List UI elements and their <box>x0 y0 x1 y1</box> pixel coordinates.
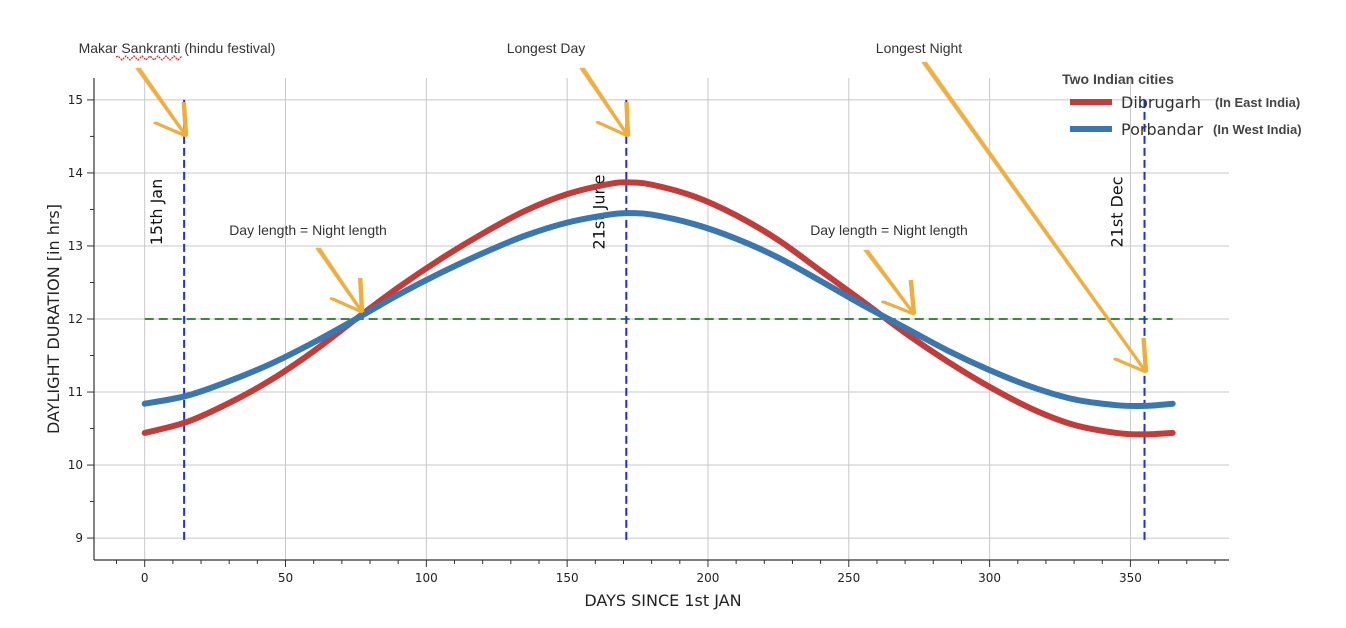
x-tick-label: 150 <box>556 571 579 585</box>
x-tick-label: 0 <box>141 571 149 585</box>
x-tick-label: 350 <box>1119 571 1142 585</box>
arrow-head <box>597 120 630 138</box>
arrow-head <box>1143 338 1149 373</box>
arrow-icon <box>921 61 1149 374</box>
arrow-head <box>183 101 189 137</box>
arrow-icon <box>135 67 189 138</box>
annotation-label: Makar Sankranti (hindu festival) <box>79 40 276 56</box>
y-tick-label: 13 <box>68 239 83 253</box>
y-tick-label: 12 <box>68 312 83 326</box>
y-tick-label: 15 <box>68 93 83 107</box>
legend-title: Two Indian cities <box>1062 71 1174 87</box>
x-axis-title: DAYS SINCE 1st JAN <box>584 591 741 610</box>
annotation-label: Longest Night <box>876 40 963 56</box>
legend-entry-note: (In East India) <box>1215 95 1300 110</box>
axes: 0 50 100 150 200 250 300 350 9 10 11 12 13 14 15 <box>68 78 1229 585</box>
arrow-icon <box>315 247 365 314</box>
series-lines <box>141 179 1176 438</box>
y-tick-label: 10 <box>68 458 83 472</box>
y-tick-label: 14 <box>68 166 83 180</box>
arrow-icon <box>863 249 917 316</box>
arrow-head <box>626 101 631 137</box>
arrow-head <box>360 277 365 313</box>
legend-entry-name: Porbandar <box>1121 120 1204 139</box>
x-tick-label: 250 <box>837 571 860 585</box>
arrow-stroke <box>583 67 630 137</box>
arrow-stroke <box>867 249 916 315</box>
x-tick-label: 200 <box>697 571 720 585</box>
arrow-stroke <box>925 61 1148 373</box>
date-marker-label: 21st June <box>589 175 608 250</box>
arrow-head <box>910 280 917 315</box>
arrow-head <box>155 121 188 138</box>
x-tick-label: 300 <box>978 571 1001 585</box>
annotation-label: Longest Day <box>507 40 586 56</box>
x-tick-label: 100 <box>415 571 438 585</box>
date-marker-label: 15th Jan <box>147 179 166 246</box>
arrow-stroke <box>319 247 364 313</box>
series-line-dibrugarh <box>141 179 1176 438</box>
y-tick-label: 9 <box>75 531 83 545</box>
annotations: Makar Sankranti (hindu festival) Longest … <box>79 40 1149 374</box>
legend: Two Indian cities Dibrugarh (In East India… <box>1062 71 1301 139</box>
reference-lines: 15th Jan 21st June 21st Dec <box>144 99 1173 542</box>
spellcheck-underline <box>115 55 183 61</box>
arrow-icon <box>579 67 631 138</box>
y-axis-title: DAYLIGHT DURATION [in hrs] <box>44 204 63 434</box>
grid <box>94 78 1229 560</box>
arrow-head <box>331 297 364 314</box>
annotation-label: Day length = Night length <box>810 222 968 238</box>
series-line-porbandar <box>141 210 1176 410</box>
arrow-head <box>1115 357 1148 374</box>
arrow-head <box>882 300 916 316</box>
annotation-label: Day length = Night length <box>229 222 387 238</box>
y-tick-label: 11 <box>68 385 83 399</box>
legend-entry-note: (In West India) <box>1213 122 1302 137</box>
date-marker-label: 21st Dec <box>1108 176 1127 247</box>
arrow-stroke <box>139 67 188 137</box>
legend-entry-name: Dibrugarh <box>1121 93 1201 112</box>
x-tick-label: 50 <box>278 571 293 585</box>
